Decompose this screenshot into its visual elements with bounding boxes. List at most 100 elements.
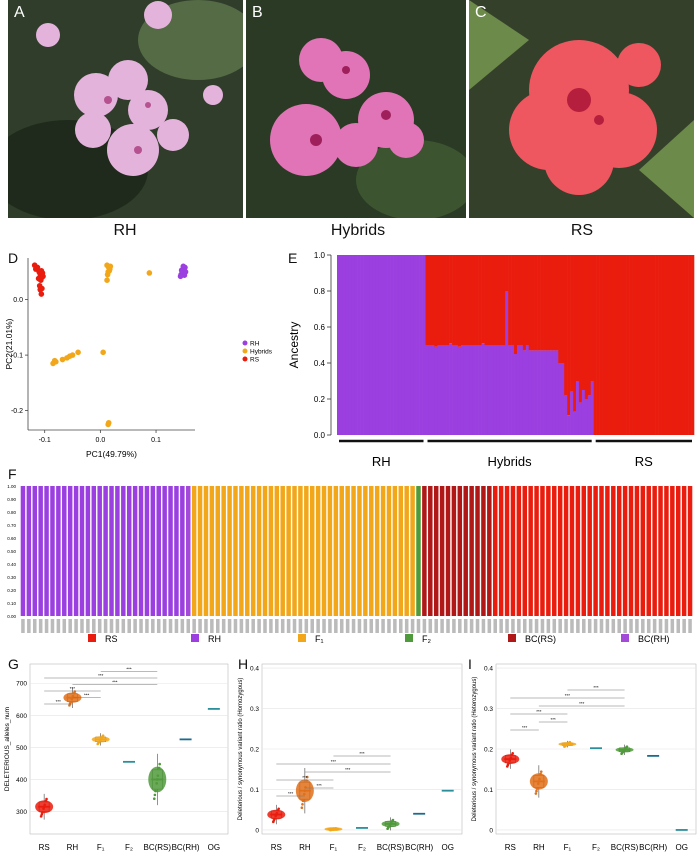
ancestry-bar-rh xyxy=(366,255,370,435)
structure-bar-rs xyxy=(492,486,498,616)
structure-bar-rs xyxy=(616,486,622,616)
ancestry-bar-hybrid-rh xyxy=(457,346,462,435)
ancestry-bar-hybrid-rh xyxy=(511,345,515,435)
y-tick-label: 400 xyxy=(16,777,27,784)
structure-bar-rs xyxy=(611,486,616,616)
sample-id-label xyxy=(215,619,220,633)
sample-id-label xyxy=(446,619,450,633)
sample-id-label xyxy=(251,619,255,633)
data-point xyxy=(536,782,540,786)
data-point xyxy=(511,751,514,755)
sample-id-label xyxy=(582,619,586,633)
structure-bar-rs xyxy=(510,486,516,616)
legend-label-rh: RH xyxy=(208,634,221,644)
legend-label-hybrids: Hybrids xyxy=(250,349,273,356)
scatter-point-hybrids xyxy=(59,356,66,363)
structure-bar-rs xyxy=(687,486,693,616)
ancestry-bar-hybrid-rh xyxy=(481,343,485,435)
sample-id-label xyxy=(357,619,362,633)
data-point xyxy=(301,802,304,806)
legend-label-f1: F₁ xyxy=(315,634,324,644)
structure-bar-rs xyxy=(528,486,533,616)
ancestry-bar-hybrid-rs xyxy=(522,255,527,351)
ancestry-bar-hybrid-rs xyxy=(502,255,506,345)
ancestry-bar-rh xyxy=(422,255,426,435)
legend-swatch-f1 xyxy=(298,634,306,642)
y-tick-label: 0.4 xyxy=(314,359,326,368)
sample-id-label xyxy=(387,619,391,633)
sample-id-label xyxy=(458,619,462,633)
x-tick-label: 0.0 xyxy=(95,437,105,444)
x-tick-label: BC(RH) xyxy=(639,843,667,852)
sample-id-label xyxy=(92,619,96,633)
structure-bar-f1 xyxy=(262,486,268,616)
structure-bar-f1 xyxy=(369,486,374,616)
structure-bar-f1 xyxy=(345,486,350,616)
sample-id-label xyxy=(286,619,291,633)
ancestry-bar-hybrid-rs xyxy=(573,255,577,412)
y-axis-label: Ancestry xyxy=(287,322,301,369)
ancestry-bar-hybrid-rs xyxy=(481,255,485,344)
group-label-hybrids: Hybrids xyxy=(488,454,533,469)
sample-id-label xyxy=(646,619,651,633)
structure-bar-f1 xyxy=(392,486,398,616)
ancestry-bar-rh xyxy=(393,255,397,435)
structure-bar-f2 xyxy=(416,486,421,616)
x-tick-label: 0.1 xyxy=(151,437,161,444)
y-axis-label: Deleterious / synonymous variant ratio (… xyxy=(238,678,244,821)
ancestry-bar-rs xyxy=(682,255,686,435)
ancestry-bar-hybrid-rs xyxy=(505,255,509,291)
sample-id-label xyxy=(487,619,492,633)
sample-id-label xyxy=(310,619,314,633)
structure-bar-bcrs xyxy=(469,486,474,616)
group-label-rh: RH xyxy=(372,454,391,469)
ancestry-bar-hybrid-rs xyxy=(508,255,512,345)
ancestry-bar-hybrid-rh xyxy=(443,345,447,435)
ancestry-bar-hybrid-rs xyxy=(443,255,447,345)
structure-bar-rs xyxy=(658,486,663,616)
sample-id-label xyxy=(511,619,515,633)
structure-bar-f1 xyxy=(327,486,333,616)
structure-bar-rs xyxy=(563,486,569,616)
scatter-point-rs xyxy=(40,273,46,280)
ancestry-bar-hybrid-rs xyxy=(431,255,435,345)
data-point xyxy=(538,777,541,781)
legend-label-bcrs: BC(RS) xyxy=(525,634,556,644)
ancestry-bar-rh xyxy=(416,255,420,435)
structure-bar-rh xyxy=(56,486,61,616)
sample-id-label xyxy=(599,619,604,633)
ancestry-bar-hybrid-rh xyxy=(567,415,571,435)
structure-bar-rs xyxy=(540,486,545,616)
ancestry-bar-hybrid-rs xyxy=(469,255,474,345)
x-tick-label: F₂ xyxy=(592,843,600,852)
scatter-point-hybrids xyxy=(106,267,113,274)
sample-id-label xyxy=(611,619,616,633)
ancestry-bar-hybrid-rh xyxy=(469,345,474,435)
ancestry-bar-rh xyxy=(360,255,364,435)
ancestry-bar-rh xyxy=(407,255,412,435)
structure-bar-f1 xyxy=(191,486,197,616)
structure-bar-rh xyxy=(150,486,156,616)
ancestry-bar-hybrid-rs xyxy=(452,255,456,345)
sample-id-label xyxy=(198,619,202,633)
structure-bar-bcrs xyxy=(475,486,480,616)
data-point xyxy=(155,782,158,785)
y-tick-label: 0.50 xyxy=(7,549,16,554)
y-tick-label: 300 xyxy=(16,809,27,816)
y-tick-label: 0.1 xyxy=(250,787,259,794)
sample-id-label xyxy=(629,619,633,633)
structure-bar-rh xyxy=(67,486,73,616)
sample-id-label xyxy=(239,619,244,633)
photo-hybrids-image xyxy=(246,0,466,218)
y-tick-label: 600 xyxy=(16,713,27,720)
structure-bar-bcrh xyxy=(186,486,191,616)
sample-id-label xyxy=(56,619,61,633)
x-tick-label: RS xyxy=(505,843,516,852)
ancestry-bar-hybrid-rh xyxy=(431,345,435,435)
ancestry-bar-hybrid-rs xyxy=(558,255,562,363)
legend-marker-hybrids xyxy=(242,348,248,354)
ancestry-bar-rs xyxy=(611,255,615,435)
ancestry-bar-rs xyxy=(688,255,692,435)
x-tick-label: F₂ xyxy=(125,843,133,852)
ancestry-bar-hybrid-rh xyxy=(552,350,556,435)
